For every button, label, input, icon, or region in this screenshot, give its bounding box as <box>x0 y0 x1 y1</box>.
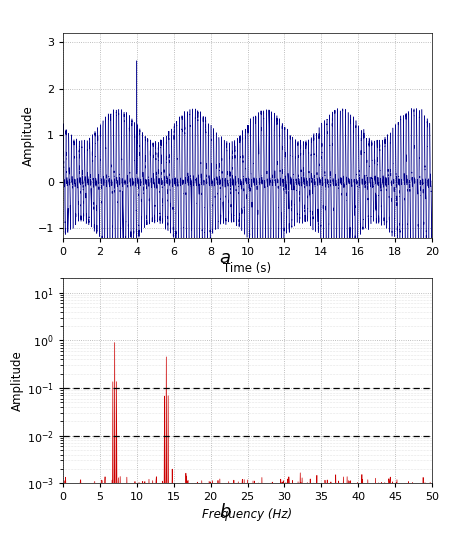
X-axis label: Frequency (Hz): Frequency (Hz) <box>202 508 292 521</box>
Text: b: b <box>219 503 231 521</box>
Y-axis label: Amplitude: Amplitude <box>22 105 35 165</box>
Y-axis label: Amplitude: Amplitude <box>11 351 24 411</box>
Text: a: a <box>220 250 230 267</box>
X-axis label: Time (s): Time (s) <box>224 262 271 275</box>
